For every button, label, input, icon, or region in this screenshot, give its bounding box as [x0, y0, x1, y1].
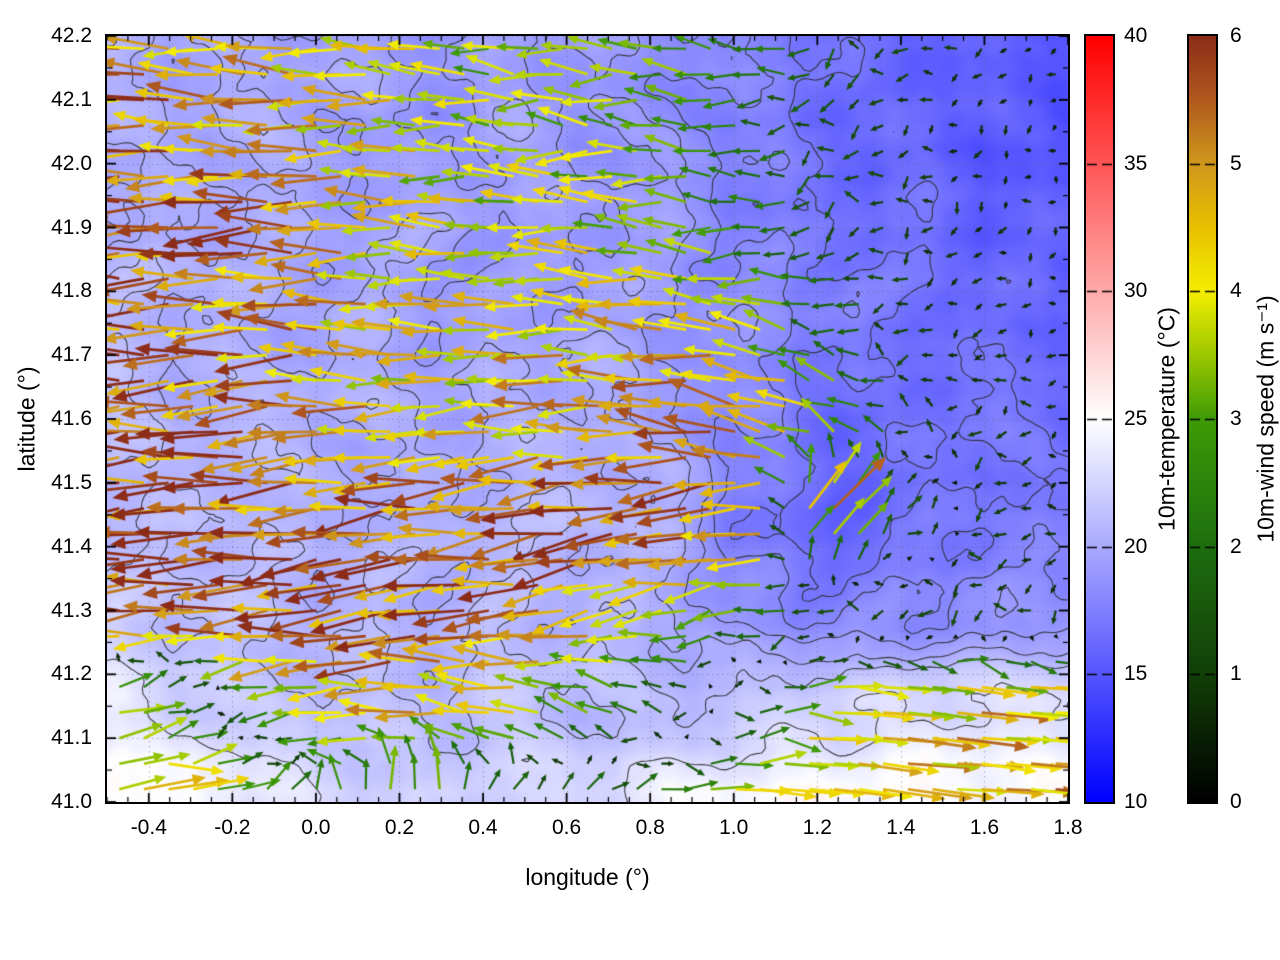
temperature-colorbar-tick-label: 25	[1124, 407, 1148, 430]
y-tick-label: 41.2	[51, 662, 92, 686]
y-tick-label: 41.4	[51, 534, 92, 558]
wind-colorbar-tick-label: 5	[1230, 151, 1242, 175]
y-tick-label: 41.1	[51, 726, 92, 750]
wind-colorbar-tick-label: 2	[1230, 534, 1242, 558]
x-tick-label: 0.4	[468, 816, 498, 839]
x-tick-label: 1.2	[802, 816, 832, 839]
y-tick-label: 41.9	[51, 215, 92, 239]
temperature-colorbar-tick-label: 40	[1124, 24, 1148, 47]
x-tick-label: 0.0	[301, 816, 331, 839]
x-tick-label: 0.8	[635, 816, 665, 839]
wind-colorbar-tick-label: 6	[1230, 24, 1242, 47]
map-canvas	[107, 36, 1068, 802]
temperature-colorbar-tick-label: 20	[1124, 534, 1148, 558]
plot-area	[105, 34, 1070, 804]
temperature-colorbar-tick-label: 35	[1124, 151, 1148, 175]
wind-colorbar	[1187, 34, 1218, 804]
y-tick-label: 41.8	[51, 279, 92, 303]
y-tick-label: 42.0	[51, 151, 92, 175]
wind-colorbar-canvas	[1189, 36, 1216, 802]
temperature-colorbar-tick-label: 10	[1124, 790, 1148, 813]
wind-colorbar-tick-label: 0	[1230, 790, 1242, 813]
temperature-colorbar-tick-label: 15	[1124, 662, 1148, 686]
temperature-colorbar	[1084, 34, 1115, 804]
y-tick-label: 41.7	[51, 343, 92, 367]
x-tick-label: -0.4	[130, 816, 167, 839]
wind-colorbar-tick-label: 1	[1230, 662, 1242, 686]
wind-colorbar-tick-label: 3	[1230, 407, 1242, 430]
x-tick-label: -0.2	[214, 816, 251, 839]
x-tick-label: 1.8	[1053, 816, 1083, 839]
y-tick-label: 41.0	[51, 790, 92, 813]
wind-colorbar-tick-label: 4	[1230, 279, 1242, 303]
x-tick-label: 0.6	[551, 816, 582, 839]
temperature-colorbar-tick-label: 30	[1124, 279, 1148, 303]
x-tick-label: 0.2	[384, 816, 415, 839]
y-tick-label: 41.6	[51, 407, 92, 430]
x-tick-label: 1.0	[719, 816, 749, 839]
y-tick-label: 41.3	[51, 598, 92, 622]
x-tick-label: 1.6	[969, 816, 1000, 839]
x-axis-label: longitude (°)	[525, 864, 650, 890]
y-tick-label: 42.1	[51, 87, 92, 111]
y-tick-label: 42.2	[51, 24, 92, 47]
temperature-colorbar-canvas	[1086, 36, 1113, 802]
y-tick-label: 41.5	[51, 470, 92, 494]
x-tick-label: 1.4	[886, 816, 916, 839]
